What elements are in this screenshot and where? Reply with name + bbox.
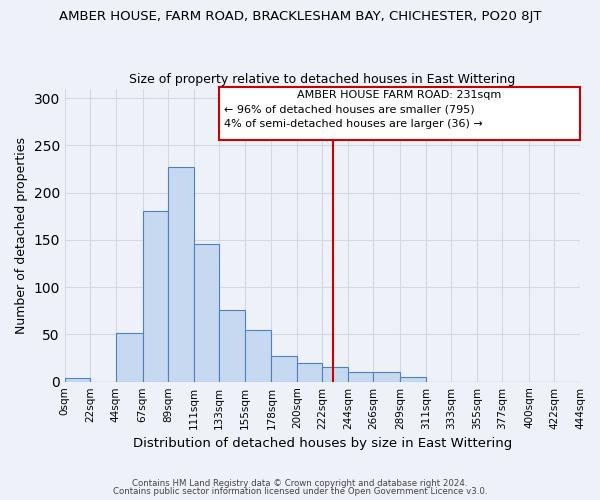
Text: Contains HM Land Registry data © Crown copyright and database right 2024.: Contains HM Land Registry data © Crown c… (132, 478, 468, 488)
Text: AMBER HOUSE FARM ROAD: 231sqm: AMBER HOUSE FARM ROAD: 231sqm (298, 90, 502, 100)
Bar (65, 378, 91, 382)
Title: Size of property relative to detached houses in East Wittering: Size of property relative to detached ho… (129, 73, 515, 86)
FancyBboxPatch shape (219, 86, 580, 140)
X-axis label: Distribution of detached houses by size in East Wittering: Distribution of detached houses by size … (133, 437, 512, 450)
Text: 4% of semi-detached houses are larger (36) →: 4% of semi-detached houses are larger (3… (224, 120, 483, 130)
Text: ← 96% of detached houses are smaller (795): ← 96% of detached houses are smaller (79… (224, 104, 475, 115)
Y-axis label: Number of detached properties: Number of detached properties (15, 136, 28, 334)
Bar (373, 372, 400, 382)
Bar (348, 372, 373, 382)
Bar (116, 332, 143, 382)
Bar (168, 167, 194, 382)
Text: Contains public sector information licensed under the Open Government Licence v3: Contains public sector information licen… (113, 487, 487, 496)
Bar (194, 244, 219, 382)
Bar (400, 377, 425, 382)
Bar (245, 330, 271, 382)
Bar (271, 356, 297, 382)
Bar (322, 368, 348, 382)
Text: AMBER HOUSE, FARM ROAD, BRACKLESHAM BAY, CHICHESTER, PO20 8JT: AMBER HOUSE, FARM ROAD, BRACKLESHAM BAY,… (59, 10, 541, 23)
Bar (297, 363, 322, 382)
Bar (143, 212, 168, 382)
Bar (219, 310, 245, 382)
